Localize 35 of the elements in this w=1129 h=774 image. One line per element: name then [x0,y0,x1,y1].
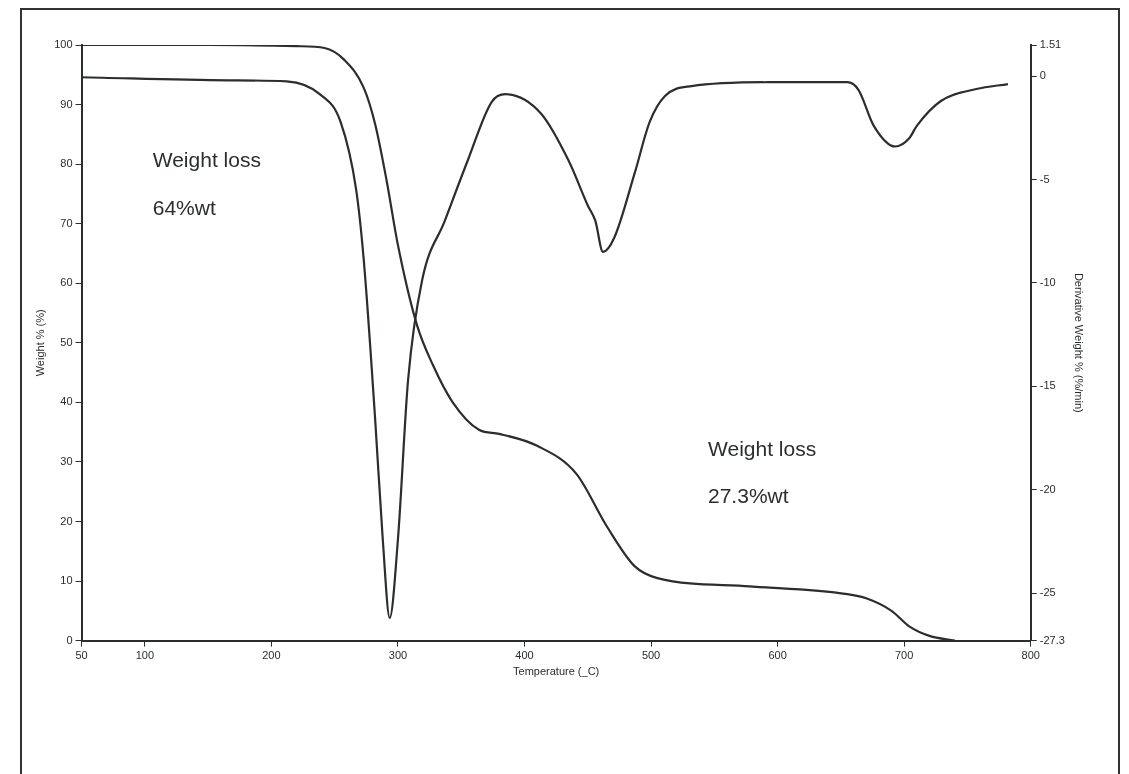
annotation: 27.3%wt [708,484,789,508]
annotation: Weight loss [708,436,817,460]
y-tick-label: 20 [60,514,73,527]
x-tick-label: 600 [768,649,787,662]
y2-tick-label: 0 [1039,69,1046,82]
x-tick-label: 400 [515,649,534,662]
annotation: 64%wt [152,195,216,219]
y2-tick-label: -20 [1039,482,1056,495]
y2-axis-title: Derivative Weight % (%/min) [1073,272,1086,413]
y-tick-label: 10 [60,574,73,587]
x-tick-label: 700 [894,649,914,662]
y-tick-label: 90 [60,97,73,110]
y-tick-label: 50 [60,335,73,348]
annotation: Weight loss [152,147,261,171]
y-tick-label: 100 [54,38,73,51]
x-tick-label: 50 [75,649,88,662]
y-tick-label: 40 [60,395,73,408]
y-tick-label: 0 [66,633,73,646]
y2-tick-label: -10 [1039,275,1056,288]
x-tick-label: 200 [262,649,281,662]
x-tick-label: 500 [641,649,661,662]
y-tick-label: 60 [60,276,73,289]
y-tick-label: 80 [60,157,73,170]
y2-tick-label: -25 [1039,586,1056,599]
y-tick-label: 70 [60,216,73,229]
x-tick-label: 300 [388,649,408,662]
x-tick-label: 100 [135,649,155,662]
y2-tick-label: -27.3 [1039,633,1065,646]
y2-tick-label: -15 [1039,379,1056,392]
y-tick-label: 30 [60,454,73,467]
x-axis-title: Temperature (_C) [513,665,600,678]
y2-tick-label: 1.51 [1039,38,1062,51]
x-tick-label: 800 [1021,649,1040,662]
y2-tick-label: -5 [1039,172,1050,185]
y-axis-title: Weight % (%) [33,309,46,377]
